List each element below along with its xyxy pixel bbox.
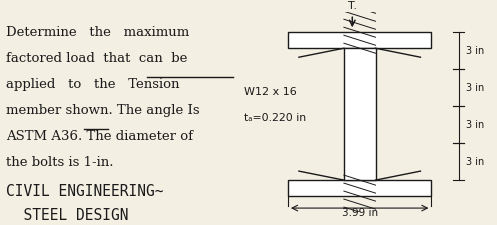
Text: 3 in: 3 in xyxy=(466,83,484,93)
Text: applied   to   the   Tension: applied to the Tension xyxy=(6,78,180,91)
Text: ASTM A36. The diameter of: ASTM A36. The diameter of xyxy=(6,130,193,143)
Text: Determine   the   maximum: Determine the maximum xyxy=(6,26,189,39)
Text: 3 in: 3 in xyxy=(466,46,484,56)
Bar xyxy=(344,48,376,180)
Text: W12 x 16: W12 x 16 xyxy=(244,87,296,97)
Text: 3 in: 3 in xyxy=(466,120,484,130)
Text: 3.99 in: 3.99 in xyxy=(341,208,378,218)
Text: 3 in: 3 in xyxy=(466,157,484,167)
Text: the bolts is 1-in.: the bolts is 1-in. xyxy=(6,156,114,169)
Text: STEEL DESIGN: STEEL DESIGN xyxy=(6,208,129,223)
Text: tₐ=0.220 in: tₐ=0.220 in xyxy=(244,113,306,123)
Text: CIVIL ENGINEERING~: CIVIL ENGINEERING~ xyxy=(6,184,164,199)
Bar xyxy=(288,32,431,48)
Text: factored load  that  can  be: factored load that can be xyxy=(6,52,188,65)
Text: member shown. The angle Is: member shown. The angle Is xyxy=(6,104,200,117)
Bar xyxy=(288,180,431,196)
Text: T.: T. xyxy=(348,1,357,11)
